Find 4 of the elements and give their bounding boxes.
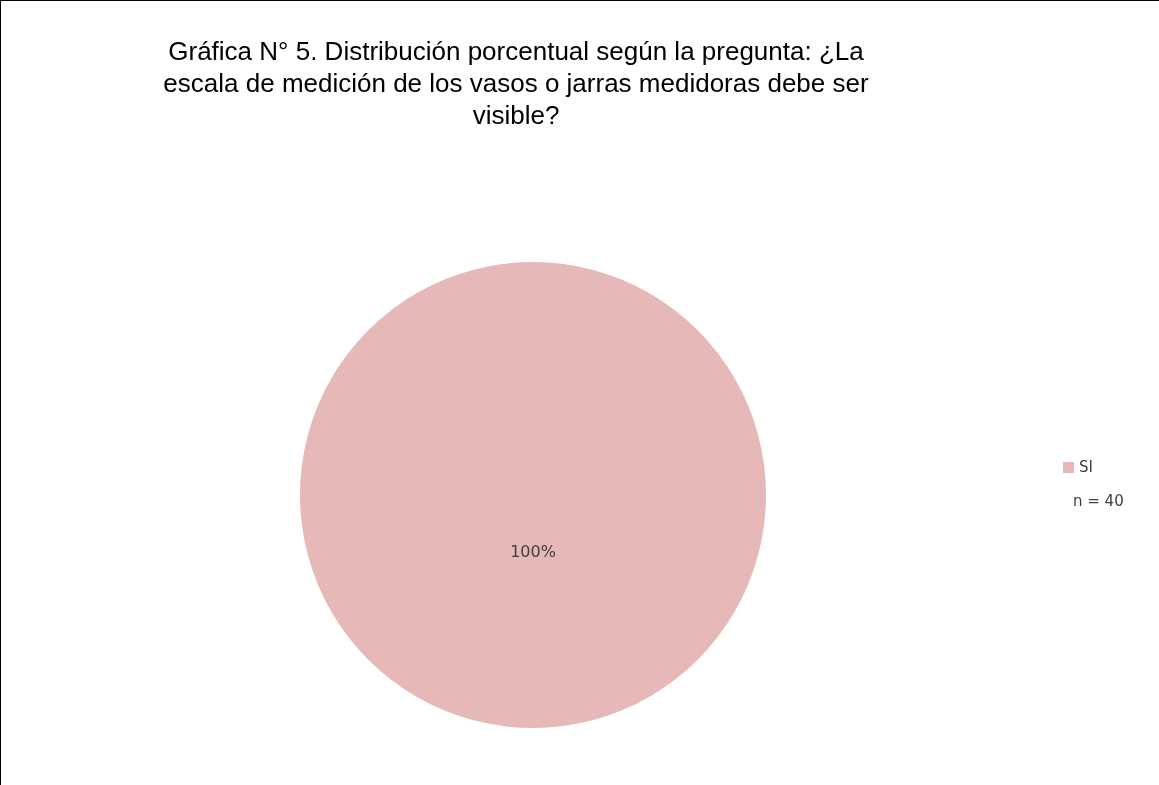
chart-title: Gráfica N° 5. Distribución porcentual según la pregunta: ¿La escala de medición de los vasos o jarras medidoras debe ser visible?: [162, 35, 870, 131]
data-label: 100%: [510, 541, 556, 561]
text: n = 40: [1073, 492, 1124, 510]
legend-label: SI: [1079, 458, 1093, 476]
